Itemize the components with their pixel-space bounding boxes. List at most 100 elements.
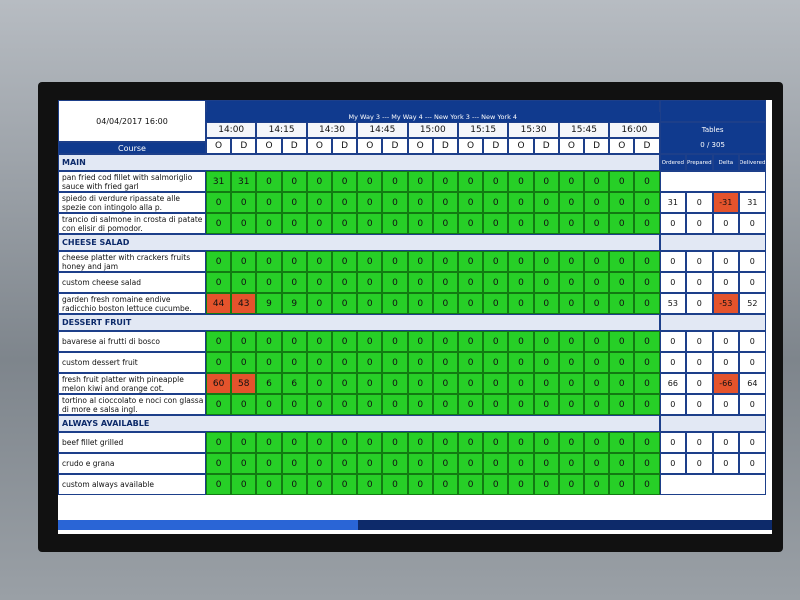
order-cell: 0 [432,394,458,415]
summary-cell: 0 [712,352,740,373]
course-name: crudo e grana [58,453,206,474]
order-cell: 0 [483,474,509,495]
order-cell: 0 [407,453,433,474]
order-cell: 0 [483,192,509,213]
summary-cell: 0 [712,394,740,415]
order-cell: 0 [634,213,660,234]
order-cell: 0 [609,373,635,394]
order-cell: 43 [231,293,257,314]
order-cell: 0 [281,251,307,272]
order-cell: 0 [584,453,610,474]
order-cell: 44 [206,293,232,314]
summary-cell: -66 [712,373,740,394]
course-name: custom cheese salad [58,272,206,293]
order-cell: 0 [382,251,408,272]
order-cell: 0 [206,432,232,453]
order-cell: 0 [458,171,484,192]
summary-cell: 52 [739,293,766,314]
sub-header: O [306,138,332,154]
order-cell: 0 [558,331,584,352]
order-cell: 0 [357,453,383,474]
summary-cell: -53 [712,293,740,314]
sub-header: O [407,138,433,154]
order-cell: 0 [306,213,332,234]
section-title: DESSERT FRUIT [58,314,660,331]
course-name: custom dessert fruit [58,352,206,373]
tables-label: Tables [659,122,766,136]
summary-cell: 0 [739,272,766,293]
order-cell: 0 [508,352,534,373]
tables-top [659,100,766,122]
summary-header: Prepared [686,154,713,171]
order-cell: 0 [533,331,559,352]
order-cell: 0 [281,331,307,352]
order-cell: 0 [483,453,509,474]
screen: 04/04/2017 16:00 My Way 3 --- My Way 4 --… [58,100,772,534]
order-cell: 0 [584,352,610,373]
order-cell: 0 [231,394,257,415]
summary-cell: 0 [739,394,766,415]
summary-header: Delivered [739,154,766,171]
order-cell: 0 [584,474,610,495]
order-cell: 0 [357,192,383,213]
order-cell: 0 [458,474,484,495]
order-cell: 0 [432,192,458,213]
course-name: tortino al cioccolato e noci con glassa … [58,394,206,415]
order-cell: 0 [206,453,232,474]
time-header: 14:00 [206,122,257,138]
order-cell: 0 [609,251,635,272]
order-cell: 0 [206,474,232,495]
order-cell: 0 [332,352,358,373]
order-cell: 0 [332,331,358,352]
order-cell: 0 [231,272,257,293]
order-cell: 0 [634,474,660,495]
order-cell: 0 [382,432,408,453]
order-cell: 0 [306,272,332,293]
order-cell: 0 [483,293,509,314]
order-cell: 0 [558,432,584,453]
course-header: Course [58,142,206,154]
order-cell: 0 [357,373,383,394]
order-cell: 0 [306,394,332,415]
order-cell: 0 [558,251,584,272]
order-cell: 0 [432,171,458,192]
order-cell: 0 [458,192,484,213]
order-cell: 0 [458,331,484,352]
order-cell: 9 [256,293,282,314]
order-cell: 0 [231,352,257,373]
summary-cell: 0 [712,272,740,293]
summary-cell: 0 [739,453,766,474]
order-cell: 0 [458,432,484,453]
order-cell: 0 [508,432,534,453]
order-cell: 0 [458,213,484,234]
order-cell: 0 [306,171,332,192]
order-cell: 0 [382,272,408,293]
order-cell: 0 [281,272,307,293]
sub-header: D [432,138,458,154]
sub-header: D [281,138,307,154]
order-cell: 0 [508,293,534,314]
summary-cell: 64 [739,373,766,394]
order-cell: 0 [281,192,307,213]
summary-cell: 0 [686,394,713,415]
order-cell: 0 [256,213,282,234]
order-cell: 0 [634,394,660,415]
order-cell: 0 [533,272,559,293]
order-cell: 0 [584,373,610,394]
order-cell: 0 [609,331,635,352]
order-cell: 31 [206,171,232,192]
order-cell: 0 [407,394,433,415]
order-cell: 0 [231,432,257,453]
order-cell: 0 [634,192,660,213]
order-cell: 0 [458,293,484,314]
order-cell: 0 [407,293,433,314]
course-name: fresh fruit platter with pineapple melon… [58,373,206,394]
order-cell: 0 [533,373,559,394]
order-cell: 0 [584,293,610,314]
order-cell: 0 [256,432,282,453]
order-cell: 0 [609,453,635,474]
order-cell: 0 [609,394,635,415]
order-cell: 0 [558,192,584,213]
summary-cell: 0 [659,272,687,293]
order-cell: 0 [533,394,559,415]
